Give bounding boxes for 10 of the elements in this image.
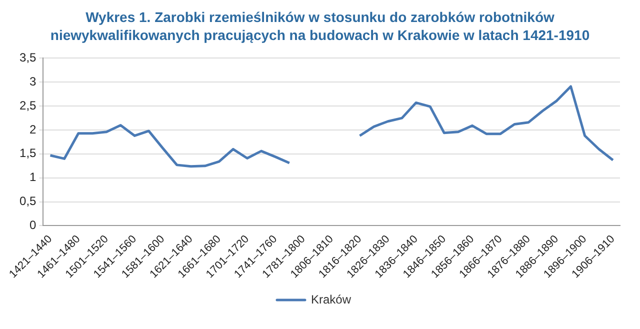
- y-tick-label: 3: [30, 74, 37, 88]
- y-tick-label: 1: [30, 170, 37, 184]
- y-tick-label: 0: [30, 218, 37, 232]
- y-tick-label: 0,5: [20, 194, 37, 208]
- y-tick-label: 2,5: [20, 98, 37, 112]
- y-tick-label: 2: [30, 122, 37, 136]
- chart-title: Wykres 1. Zarobki rzemieślników w stosunku do zarobków robotników niewykwalifikowanych pracujących na budowach w Krakowie w latach 1421-1910: [49, 8, 591, 45]
- legend-label: Kraków: [310, 292, 352, 306]
- y-tick-label: 1,5: [20, 146, 37, 160]
- y-tick-label: 3,5: [20, 50, 37, 65]
